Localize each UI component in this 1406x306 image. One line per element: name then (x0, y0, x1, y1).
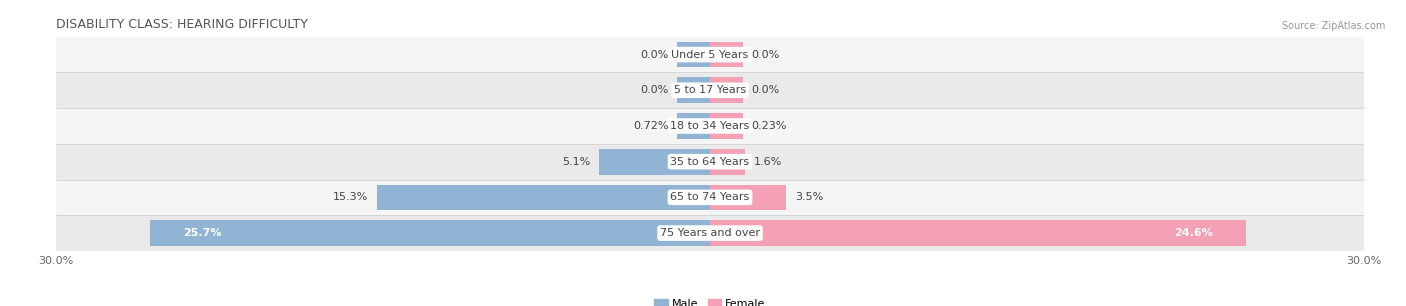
Bar (150, 220, 710, 246)
Text: 15.3%: 15.3% (333, 192, 368, 202)
Bar (599, 149, 710, 174)
Text: 0.23%: 0.23% (751, 121, 787, 131)
Legend: Male, Female: Male, Female (650, 295, 770, 306)
Text: 3.5%: 3.5% (794, 192, 824, 202)
Text: 5 to 17 Years: 5 to 17 Years (673, 85, 747, 95)
Text: Under 5 Years: Under 5 Years (672, 50, 748, 60)
Text: 25.7%: 25.7% (183, 228, 221, 238)
Bar (678, 77, 710, 103)
Bar (56, 215, 1364, 251)
Text: 18 to 34 Years: 18 to 34 Years (671, 121, 749, 131)
Bar (377, 185, 710, 210)
Text: 5.1%: 5.1% (562, 157, 591, 167)
Text: 65 to 74 Years: 65 to 74 Years (671, 192, 749, 202)
Bar (678, 42, 710, 67)
Bar (710, 42, 742, 67)
Bar (56, 144, 1364, 180)
Text: 24.6%: 24.6% (1174, 228, 1213, 238)
Bar (56, 180, 1364, 215)
Text: 0.72%: 0.72% (633, 121, 669, 131)
Bar (56, 73, 1364, 108)
Bar (56, 108, 1364, 144)
Bar (710, 149, 745, 174)
Bar (56, 37, 1364, 73)
Text: 35 to 64 Years: 35 to 64 Years (671, 157, 749, 167)
Text: 0.0%: 0.0% (751, 85, 780, 95)
Text: 75 Years and over: 75 Years and over (659, 228, 761, 238)
Text: 1.6%: 1.6% (754, 157, 782, 167)
Text: DISABILITY CLASS: HEARING DIFFICULTY: DISABILITY CLASS: HEARING DIFFICULTY (56, 18, 308, 32)
Text: 0.0%: 0.0% (751, 50, 780, 60)
Bar (678, 113, 710, 139)
Text: 0.0%: 0.0% (640, 85, 669, 95)
Text: Source: ZipAtlas.com: Source: ZipAtlas.com (1281, 21, 1385, 32)
Bar (710, 220, 1246, 246)
Text: 0.0%: 0.0% (640, 50, 669, 60)
Bar (710, 77, 742, 103)
Bar (710, 113, 742, 139)
Bar (710, 185, 786, 210)
